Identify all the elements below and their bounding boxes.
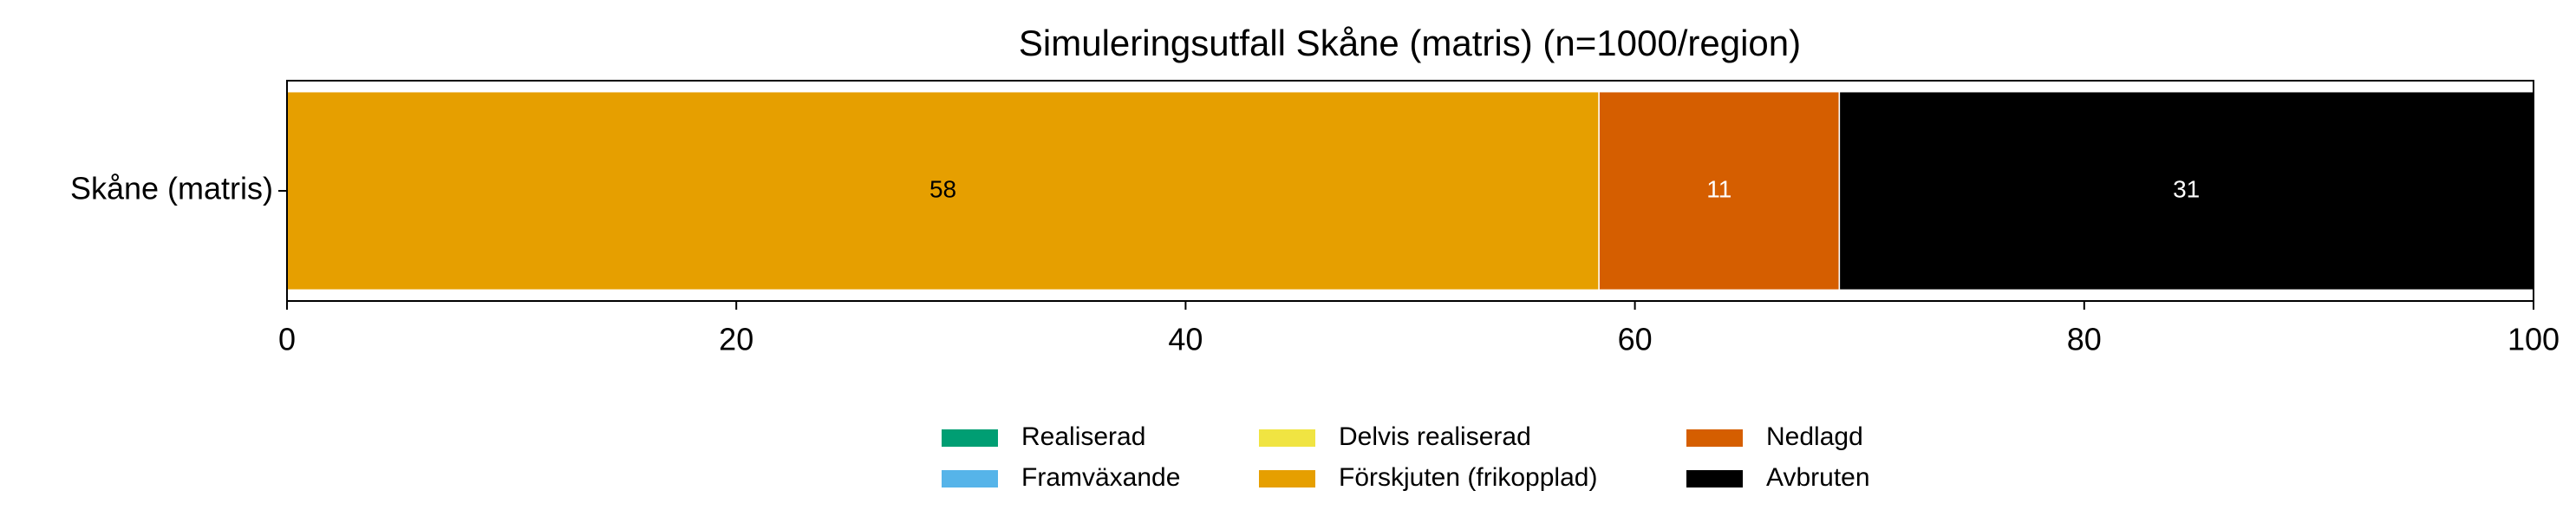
legend-swatch	[942, 470, 998, 487]
legend-swatch	[942, 429, 998, 447]
legend-label: Avbruten	[1766, 463, 1870, 492]
plot-frame	[286, 80, 2534, 302]
bar-segment	[1598, 90, 1841, 291]
value-label: 31	[2173, 175, 2200, 202]
value-label: 11	[1706, 175, 1731, 202]
x-tick-label: 0	[278, 322, 296, 357]
value-label: 58	[929, 175, 956, 202]
legend-label: Nedlagd	[1766, 422, 1863, 451]
bar-segment	[286, 90, 1600, 291]
chart-title: Simuleringsutfall Skåne (matris) (n=1000…	[1019, 23, 1801, 63]
legend-label: Delvis realiserad	[1339, 422, 1531, 451]
x-tick-label: 40	[1168, 322, 1203, 357]
x-tick-label: 20	[719, 322, 753, 357]
bar-segment	[1838, 90, 2534, 291]
legend-swatch	[1686, 470, 1743, 487]
legend-label: Framväxande	[1021, 463, 1180, 492]
y-tick-label: Skåne (matris)	[70, 171, 273, 206]
legend-swatch	[1259, 470, 1315, 487]
legend-swatch	[1259, 429, 1315, 447]
legend-swatch	[1686, 429, 1743, 447]
x-tick-label: 100	[2508, 322, 2560, 357]
legend-label: Realiserad	[1021, 422, 1145, 451]
legend-label: Förskjuten (frikopplad)	[1339, 463, 1597, 492]
x-tick-label: 80	[2067, 322, 2102, 357]
x-tick-label: 60	[1618, 322, 1653, 357]
